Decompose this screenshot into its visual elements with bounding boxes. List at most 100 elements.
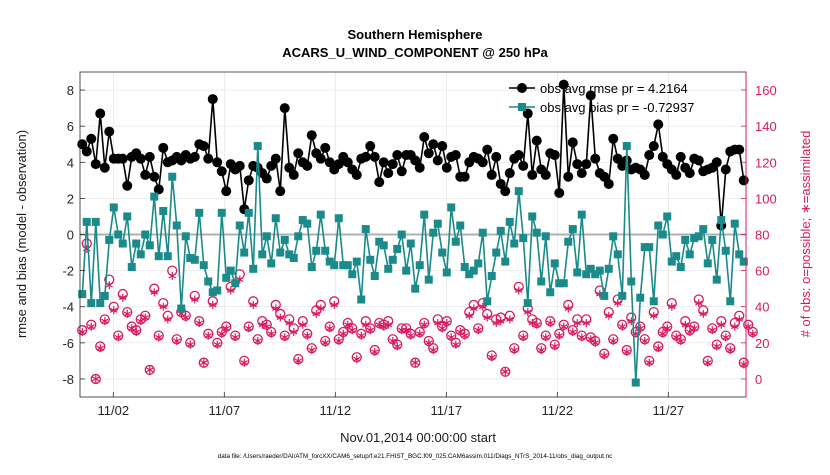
bias-point bbox=[541, 232, 550, 241]
rmse-point bbox=[419, 132, 430, 142]
bias-point bbox=[636, 293, 645, 302]
nobs-assimilated-marker bbox=[357, 331, 366, 340]
bias-point bbox=[357, 295, 366, 304]
bias-point bbox=[447, 203, 456, 212]
nobs-assimilated-marker bbox=[262, 322, 271, 331]
rmse-point bbox=[212, 157, 223, 168]
rmse-point bbox=[99, 162, 110, 173]
bias-point bbox=[222, 273, 231, 282]
bias-point bbox=[141, 230, 150, 239]
bias-point bbox=[483, 297, 492, 306]
nobs-assimilated-marker bbox=[717, 320, 726, 329]
bias-point bbox=[280, 235, 289, 244]
nobs-assimilated-marker bbox=[132, 328, 141, 336]
nobs-assimilated-marker bbox=[298, 320, 307, 329]
nobs-assimilated-marker bbox=[550, 342, 559, 351]
nobs-assimilated-marker bbox=[186, 340, 195, 349]
rmse-point bbox=[288, 169, 299, 180]
nobs-assimilated-marker bbox=[159, 302, 168, 311]
nobs-assimilated-marker bbox=[280, 333, 289, 342]
bias-point bbox=[352, 257, 361, 266]
nobs-assimilated-marker bbox=[163, 315, 172, 324]
bias-line bbox=[81, 145, 745, 383]
bias-point bbox=[123, 212, 132, 221]
rmse-point bbox=[644, 150, 655, 161]
x-axis-label: Nov.01,2014 00:00:00 start bbox=[340, 430, 496, 445]
bias-point bbox=[690, 234, 699, 243]
nobs-possible-marker bbox=[90, 373, 101, 385]
rmse-point bbox=[378, 157, 389, 168]
bias-point bbox=[672, 252, 681, 261]
bias-point bbox=[717, 216, 726, 225]
bias-point bbox=[564, 237, 573, 246]
rmse-point bbox=[657, 151, 668, 162]
rmse-point bbox=[243, 175, 254, 186]
rmse-point bbox=[360, 151, 371, 162]
bias-point bbox=[568, 225, 577, 234]
nobs-assimilated-marker bbox=[91, 374, 100, 383]
nobs-assimilated-marker bbox=[672, 333, 681, 342]
bias-point bbox=[528, 212, 537, 221]
bias-point bbox=[487, 272, 496, 281]
nobs-assimilated-marker bbox=[528, 319, 537, 327]
bias-point bbox=[519, 234, 528, 243]
nobs-assimilated-marker bbox=[726, 346, 735, 355]
nobs-assimilated-marker bbox=[703, 358, 712, 367]
nobs-assimilated-marker bbox=[681, 320, 690, 329]
bias-point bbox=[424, 275, 433, 284]
nobs-assimilated-marker bbox=[708, 326, 717, 335]
nobs-assimilated-marker bbox=[388, 337, 397, 345]
bias-point bbox=[600, 291, 609, 300]
bias-point bbox=[406, 239, 415, 248]
nobs-assimilated-marker bbox=[573, 319, 582, 327]
nobs-assimilated-marker bbox=[514, 286, 523, 295]
rmse-point bbox=[495, 178, 506, 189]
bias-point bbox=[735, 250, 744, 259]
rmse-point bbox=[135, 153, 146, 164]
rmse-point bbox=[432, 155, 443, 166]
nobs-assimilated-marker bbox=[663, 324, 672, 333]
nobs-assimilated-marker bbox=[591, 338, 600, 347]
nobs-assimilated-marker bbox=[366, 326, 375, 335]
nobs-assimilated-marker bbox=[352, 355, 361, 364]
bias-point bbox=[267, 259, 276, 268]
rmse-point bbox=[320, 142, 331, 153]
rmse-point bbox=[612, 153, 623, 164]
nobs-assimilated-marker bbox=[519, 333, 528, 342]
bias-point bbox=[91, 217, 100, 226]
bias-point bbox=[316, 210, 325, 219]
bias-point bbox=[343, 261, 352, 270]
bias-point bbox=[258, 250, 267, 259]
rmse-point bbox=[738, 175, 749, 186]
nobs-assimilated-marker bbox=[685, 328, 694, 336]
bias-point bbox=[334, 214, 343, 223]
nobs-assimilated-marker bbox=[289, 328, 298, 336]
rmse-point bbox=[599, 171, 610, 182]
x-tick-label: 11/27 bbox=[653, 403, 685, 418]
nobs-assimilated-marker bbox=[271, 304, 280, 313]
bias-point bbox=[514, 187, 523, 196]
nobs-assimilated-marker bbox=[622, 347, 631, 356]
nobs-assimilated-marker bbox=[546, 319, 555, 327]
nobs-layer bbox=[77, 238, 758, 385]
nobs-assimilated-marker bbox=[127, 324, 136, 333]
bias-point bbox=[685, 250, 694, 259]
rmse-point bbox=[140, 169, 151, 180]
bias-point bbox=[204, 277, 213, 286]
rmse-point bbox=[648, 141, 659, 152]
nobs-assimilated-marker bbox=[316, 304, 325, 313]
nobs-assimilated-marker bbox=[492, 319, 501, 327]
bias-point bbox=[361, 225, 370, 234]
nobs-assimilated-marker bbox=[343, 320, 352, 329]
rmse-point bbox=[414, 162, 425, 173]
nobs-assimilated-marker bbox=[613, 299, 622, 308]
bias-point bbox=[420, 210, 429, 219]
nobs-assimilated-marker bbox=[433, 319, 442, 327]
rmse-point bbox=[95, 108, 106, 119]
nobs-assimilated-marker bbox=[105, 281, 114, 290]
bias-point bbox=[330, 261, 339, 270]
bias-point bbox=[172, 221, 181, 230]
nobs-assimilated-marker bbox=[618, 322, 627, 331]
nobs-assimilated-marker bbox=[199, 358, 208, 367]
